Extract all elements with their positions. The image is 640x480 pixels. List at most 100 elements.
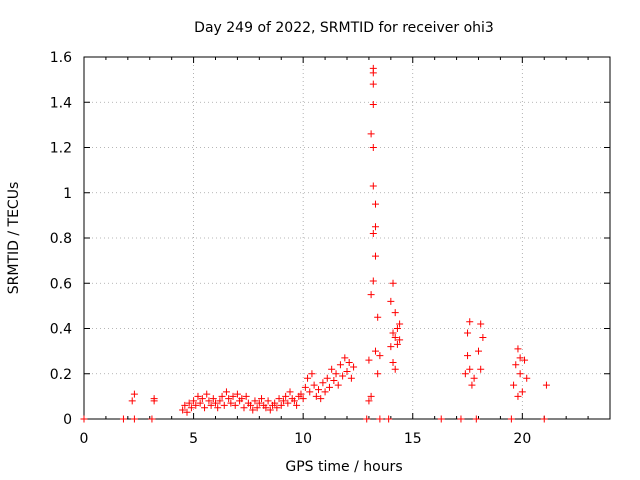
data-point bbox=[273, 404, 281, 412]
y-tick-label: 0.8 bbox=[50, 231, 72, 247]
data-point bbox=[339, 372, 347, 380]
data-point bbox=[540, 415, 548, 423]
data-point bbox=[521, 356, 529, 364]
data-point bbox=[233, 390, 241, 398]
data-point bbox=[207, 401, 215, 409]
grid bbox=[84, 57, 610, 419]
data-point bbox=[227, 399, 235, 407]
x-tick-label: 10 bbox=[294, 431, 312, 447]
data-point bbox=[510, 381, 518, 389]
y-tick-label: 0.2 bbox=[50, 367, 72, 383]
y-tick-label: 1.2 bbox=[50, 141, 72, 157]
y-tick-label: 1.6 bbox=[50, 50, 72, 66]
data-point bbox=[369, 64, 377, 72]
data-point bbox=[222, 388, 230, 396]
data-point bbox=[477, 320, 485, 328]
data-point bbox=[371, 200, 379, 208]
data-point bbox=[341, 354, 349, 362]
data-point bbox=[286, 388, 294, 396]
data-point bbox=[369, 182, 377, 190]
data-point bbox=[393, 325, 401, 332]
data-point bbox=[466, 318, 474, 326]
data-point bbox=[334, 381, 342, 389]
data-point bbox=[218, 392, 226, 400]
data-point bbox=[323, 374, 331, 382]
data-point bbox=[387, 343, 395, 351]
data-point bbox=[266, 406, 274, 414]
data-point bbox=[277, 401, 285, 409]
data-point bbox=[371, 252, 379, 260]
data-point bbox=[461, 370, 469, 378]
data-point bbox=[514, 392, 522, 400]
y-tick-label: 0.4 bbox=[50, 322, 72, 338]
data-point bbox=[391, 365, 399, 373]
x-tick-label: 15 bbox=[404, 431, 422, 447]
data-point bbox=[225, 395, 233, 403]
data-point bbox=[201, 404, 209, 412]
data-point bbox=[457, 415, 465, 423]
data-point bbox=[119, 415, 127, 423]
data-point bbox=[347, 374, 355, 382]
data-point bbox=[470, 374, 478, 382]
data-point bbox=[367, 130, 375, 138]
data-point bbox=[231, 401, 239, 409]
data-point bbox=[242, 392, 250, 400]
data-point bbox=[312, 392, 320, 400]
data-point bbox=[148, 415, 156, 423]
data-point bbox=[306, 388, 314, 396]
data-point bbox=[516, 354, 524, 362]
data-point bbox=[466, 365, 474, 373]
data-point bbox=[80, 415, 88, 423]
data-point bbox=[185, 399, 193, 407]
data-point bbox=[472, 415, 480, 423]
data-point bbox=[365, 356, 373, 364]
data-point bbox=[317, 395, 325, 403]
data-point bbox=[238, 395, 246, 403]
data-points bbox=[80, 64, 550, 423]
data-point bbox=[374, 370, 382, 378]
data-point bbox=[369, 144, 377, 151]
data-point bbox=[516, 370, 524, 378]
data-point bbox=[255, 399, 263, 407]
data-point bbox=[350, 363, 358, 371]
x-tick-label: 5 bbox=[189, 431, 198, 447]
data-point bbox=[198, 395, 206, 403]
y-tick-label: 0.6 bbox=[50, 276, 72, 292]
data-point bbox=[284, 399, 292, 407]
data-point bbox=[181, 401, 189, 409]
data-point bbox=[389, 358, 397, 366]
data-point bbox=[264, 397, 272, 405]
data-point bbox=[396, 320, 404, 328]
data-point bbox=[271, 399, 279, 407]
data-point bbox=[523, 374, 531, 382]
data-point bbox=[187, 404, 195, 412]
data-point bbox=[369, 80, 377, 88]
data-point bbox=[247, 401, 255, 409]
data-point bbox=[299, 395, 307, 403]
data-point bbox=[367, 291, 375, 299]
data-point bbox=[258, 395, 266, 403]
data-point bbox=[343, 367, 351, 375]
data-point bbox=[183, 408, 191, 416]
data-point bbox=[205, 397, 213, 405]
data-point bbox=[396, 336, 404, 344]
data-point bbox=[150, 397, 158, 405]
data-point bbox=[220, 401, 228, 409]
data-point bbox=[253, 404, 261, 412]
data-point bbox=[310, 381, 318, 389]
data-point bbox=[290, 397, 298, 405]
data-point bbox=[229, 392, 237, 400]
data-point bbox=[518, 388, 526, 396]
data-point bbox=[376, 352, 384, 360]
data-point bbox=[192, 401, 200, 409]
data-point bbox=[297, 390, 305, 398]
data-point bbox=[332, 370, 340, 378]
data-point bbox=[194, 392, 202, 400]
data-point bbox=[389, 279, 397, 287]
data-point bbox=[475, 347, 482, 355]
data-point bbox=[304, 374, 312, 382]
y-tick-label: 1 bbox=[63, 186, 72, 202]
data-point bbox=[369, 101, 377, 109]
data-point bbox=[282, 392, 290, 400]
data-point bbox=[130, 415, 138, 423]
